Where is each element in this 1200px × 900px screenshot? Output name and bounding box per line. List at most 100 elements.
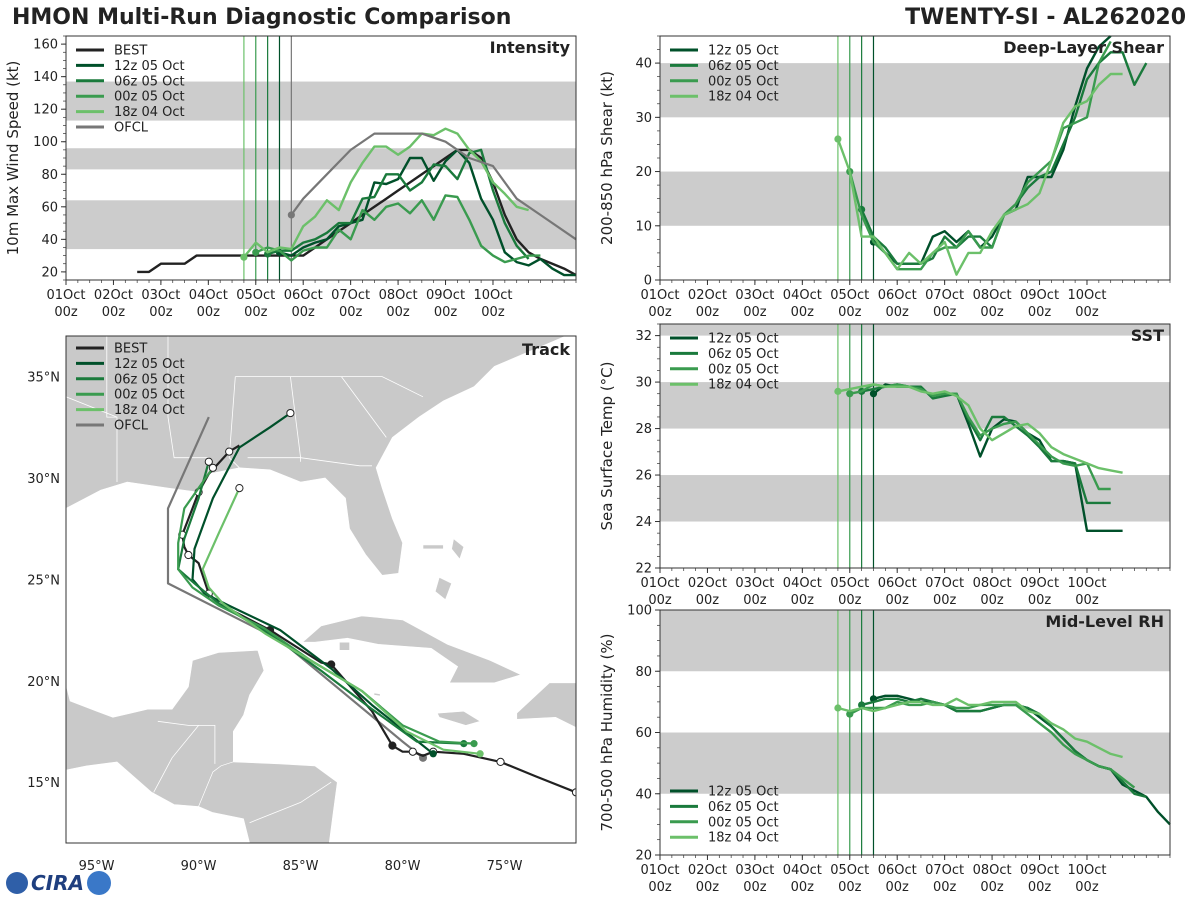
track-end-point-00z-05-oct [208,463,217,472]
shear-xtick-day-6: 07Oct [925,288,964,303]
sst-xtick-day-7: 08Oct [973,576,1012,591]
shear-xtick-day-1: 02Oct [688,288,727,303]
track-legend-label-06z-05-oct: 06z 05 Oct [114,372,185,387]
intensity-legend-label-18z-04-oct: 18z 04 Oct [114,105,185,120]
intensity-xtick-day-5: 06Oct [284,288,323,303]
intensity-ytick-label-5: 120 [33,103,58,118]
track-legend-label-best: BEST [114,342,147,357]
shear-xtick-day-7: 08Oct [973,288,1012,303]
track-ytick-label-2: 25°N [27,573,60,588]
intensity-xtick-day-7: 08Oct [379,288,418,303]
shear-xtick-hour-9: 00z [1075,305,1099,320]
track-legend-label-00z-05-oct: 00z 05 Oct [114,388,185,403]
shear-xtick-hour-4: 00z [838,305,862,320]
track-ytick-label-0: 15°N [27,776,60,791]
shear-xtick-day-5: 06Oct [878,288,917,303]
land-hispaniola [516,682,576,728]
sst-band-2 [660,324,1170,336]
shear-series-start-point-18z-04-oct [834,135,842,143]
sst-ytick-label-3: 28 [635,422,652,437]
sst-xtick-day-9: 10Oct [1067,576,1106,591]
shear-ytick-label-3: 30 [635,111,652,126]
sst-panel-title: SST [1131,326,1164,345]
track-ytick-label-1: 20°N [27,675,60,690]
rh-xtick-day-4: 05Oct [830,863,869,878]
intensity-ytick-label-0: 20 [41,265,58,280]
sst-ytick-label-1: 24 [635,515,652,530]
track-line-best [181,444,576,794]
sst-xtick-hour-4: 00z [838,593,862,608]
rh-xtick-hour-4: 00z [838,880,862,895]
track-xtick-label-2: 85°W [283,859,319,874]
track-xtick-label-4: 75°W [487,859,523,874]
panel-track: 95°W 90°W 85°W 80°W 75°W 15°N 20°N 25°N 30°N 35°N… [27,335,577,874]
rh-y-axis-label: 700-500 hPa Humidity (%) [598,633,616,831]
rh-xtick-day-0: 01Oct [640,863,679,878]
sst-xtick-day-6: 07Oct [925,576,964,591]
rh-band-0 [660,732,1170,794]
intensity-series-line-ofcl [290,132,577,241]
intensity-xtick-hour-7: 00z [386,305,410,320]
rh-legend-label-06z-05-oct: 06z 05 Oct [708,800,779,815]
track-best-point [496,757,505,766]
sst-ytick-label-2: 26 [635,469,652,484]
sst-xtick-day-0: 01Oct [640,576,679,591]
intensity-xtick-day-3: 04Oct [189,288,228,303]
rh-xtick-hour-6: 00z [933,880,957,895]
intensity-ytick-label-1: 40 [41,233,58,248]
shear-ytick-label-2: 20 [635,165,652,180]
sst-xtick-hour-1: 00z [696,593,720,608]
sst-legend-label-18z-04-oct: 18z 04 Oct [708,378,779,393]
track-start-point-00z-05-oct [470,740,478,748]
shear-y-axis-label: 200-850 hPa Shear (kt) [598,71,616,245]
rh-series-start-point-18z-04-oct [834,704,842,712]
track-best-point [184,550,193,560]
intensity-xtick-hour-1: 00z [102,305,126,320]
logo-globe-icon [87,871,111,895]
sst-xtick-hour-7: 00z [980,593,1004,608]
intensity-legend-label-12z-05-oct: 12z 05 Oct [114,59,185,74]
shear-xtick-day-0: 01Oct [640,288,679,303]
intensity-y-axis-label: 10m Max Wind Speed (kt) [4,61,22,256]
track-best-point [408,747,417,756]
shear-xtick-day-3: 04Oct [783,288,822,303]
rh-series-start-point-06z-05-oct [858,701,866,709]
panel-rh: 20 40 60 80 100 01Oct 00z 02Oct 00z 03Oct 00z 04Oct… [598,604,1171,895]
intensity-xtick-hour-5: 00z [292,305,316,320]
land-abaco [451,538,465,560]
shear-xtick-day-9: 10Oct [1067,288,1106,303]
track-best-point [571,788,576,797]
sst-xtick-day-1: 02Oct [688,576,727,591]
rh-xtick-day-1: 02Oct [688,863,727,878]
shear-legend-label-12z-05-oct: 12z 05 Oct [708,44,779,59]
intensity-ytick-label-4: 100 [33,135,58,150]
rh-ytick-label-0: 20 [635,849,652,864]
rh-xtick-day-2: 03Oct [735,863,774,878]
track-panel-title: Track [522,340,570,359]
shear-legend-label-00z-05-oct: 00z 05 Oct [708,74,779,89]
panel-intensity: 20 40 60 80 100 120 140 160 01Oct 00z 02Oct 00z 03Oc… [4,35,577,320]
intensity-legend-label-ofcl: OFCL [114,121,149,136]
intensity-xtick-hour-4: 00z [244,305,268,320]
sst-xtick-hour-6: 00z [933,593,957,608]
rh-xtick-day-8: 09Oct [1020,863,1059,878]
sst-series-start-point-12z-05-oct [869,390,878,398]
track-line-18z-04-oct [201,487,481,755]
intensity-xtick-day-2: 03Oct [141,288,180,303]
sst-legend-label-06z-05-oct: 06z 05 Oct [708,347,779,362]
sst-series-line-00z-05-oct [849,383,1111,491]
intensity-ytick-label-2: 60 [41,200,58,215]
sst-band-0 [660,475,1170,522]
shear-xtick-hour-2: 00z [743,305,767,320]
map-border-9 [153,725,199,793]
intensity-xtick-hour-0: 00z [54,305,78,320]
shear-panel-title: Deep-Layer Shear [1003,38,1164,57]
logo-swirl-icon [6,872,28,894]
intensity-legend-label-06z-05-oct: 06z 05 Oct [114,74,185,89]
intensity-xtick-day-0: 01Oct [46,288,85,303]
intensity-xtick-hour-8: 00z [434,305,458,320]
shear-legend-label-18z-04-oct: 18z 04 Oct [708,90,779,105]
track-best-point [225,447,234,456]
